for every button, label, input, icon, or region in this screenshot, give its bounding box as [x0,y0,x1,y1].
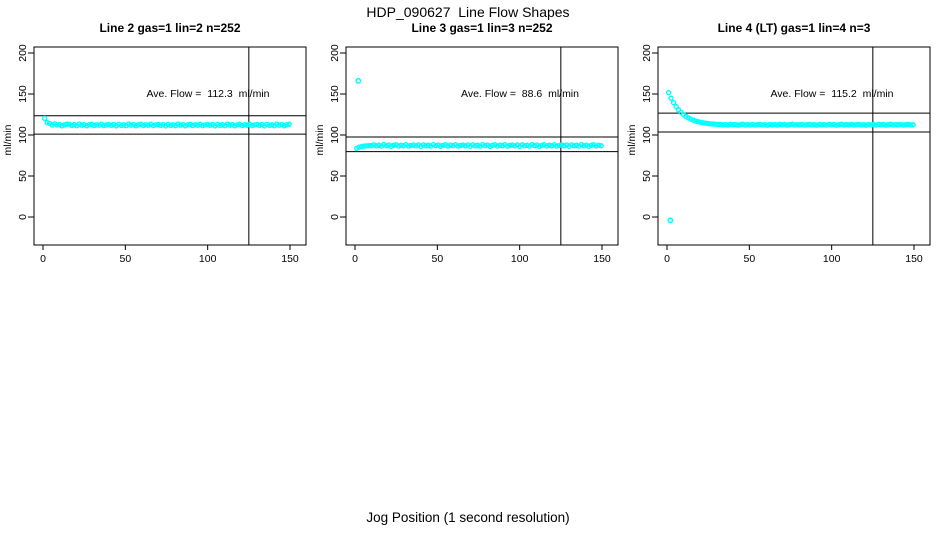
plot-canvas-line-3: 0 50 100 150 200 0 50 100 150 ml/min [314,44,619,265]
svg-text:50: 50 [743,253,755,265]
x-axis-label: Jog Position (1 second resolution) [366,510,570,525]
svg-text:200: 200 [641,44,653,62]
svg-text:100: 100 [17,126,29,144]
svg-text:100: 100 [199,253,217,265]
svg-text:ml/min: ml/min [2,124,14,155]
ave-flow-annotation: Ave. Flow = 115.2 ml/min [770,88,894,100]
svg-text:50: 50 [119,253,131,265]
svg-text:0: 0 [641,214,653,220]
svg-text:50: 50 [431,253,443,265]
svg-text:0: 0 [664,253,670,265]
ave-flow-annotation: Ave. Flow = 112.3 ml/min [146,88,270,100]
svg-text:150: 150 [17,85,29,103]
svg-text:100: 100 [329,126,341,144]
panel-title: Line 4 (LT) gas=1 lin=4 n=3 [717,21,871,35]
svg-text:50: 50 [329,170,341,182]
svg-text:ml/min: ml/min [314,124,326,155]
panel-line-2: Line 2 gas=1 lin=2 n=252 0 50 100 150 200 0 50… [0,0,312,290]
plot-canvas-line-2: 0 50 100 150 200 0 50 100 150 ml/min [2,44,307,265]
svg-text:200: 200 [17,44,29,62]
plot-canvas-line-4: 0 50 100 150 200 0 50 100 150 ml/min [626,44,931,265]
panel-line-3: Line 3 gas=1 lin=3 n=252 0 50 100 150 200 0 50… [312,0,624,290]
svg-text:0: 0 [17,214,29,220]
ave-flow-annotation: Ave. Flow = 88.6 ml/min [461,88,579,100]
svg-text:0: 0 [352,253,358,265]
svg-text:50: 50 [17,170,29,182]
svg-text:150: 150 [593,253,611,265]
svg-text:150: 150 [905,253,923,265]
svg-text:100: 100 [823,253,841,265]
svg-text:150: 150 [329,85,341,103]
svg-text:50: 50 [641,170,653,182]
panel-title: Line 2 gas=1 lin=2 n=252 [99,21,241,35]
figure-title: HDP_090627 Line Flow Shapes [366,4,570,20]
panel-line-4: Line 4 (LT) gas=1 lin=4 n=3 0 50 100 150 200… [624,0,936,290]
panel-title: Line 3 gas=1 lin=3 n=252 [411,21,553,35]
svg-text:150: 150 [641,85,653,103]
svg-text:100: 100 [511,253,529,265]
svg-text:200: 200 [329,44,341,62]
svg-text:0: 0 [40,253,46,265]
svg-text:ml/min: ml/min [626,124,638,155]
svg-text:0: 0 [329,214,341,220]
svg-text:150: 150 [281,253,299,265]
svg-text:100: 100 [641,126,653,144]
